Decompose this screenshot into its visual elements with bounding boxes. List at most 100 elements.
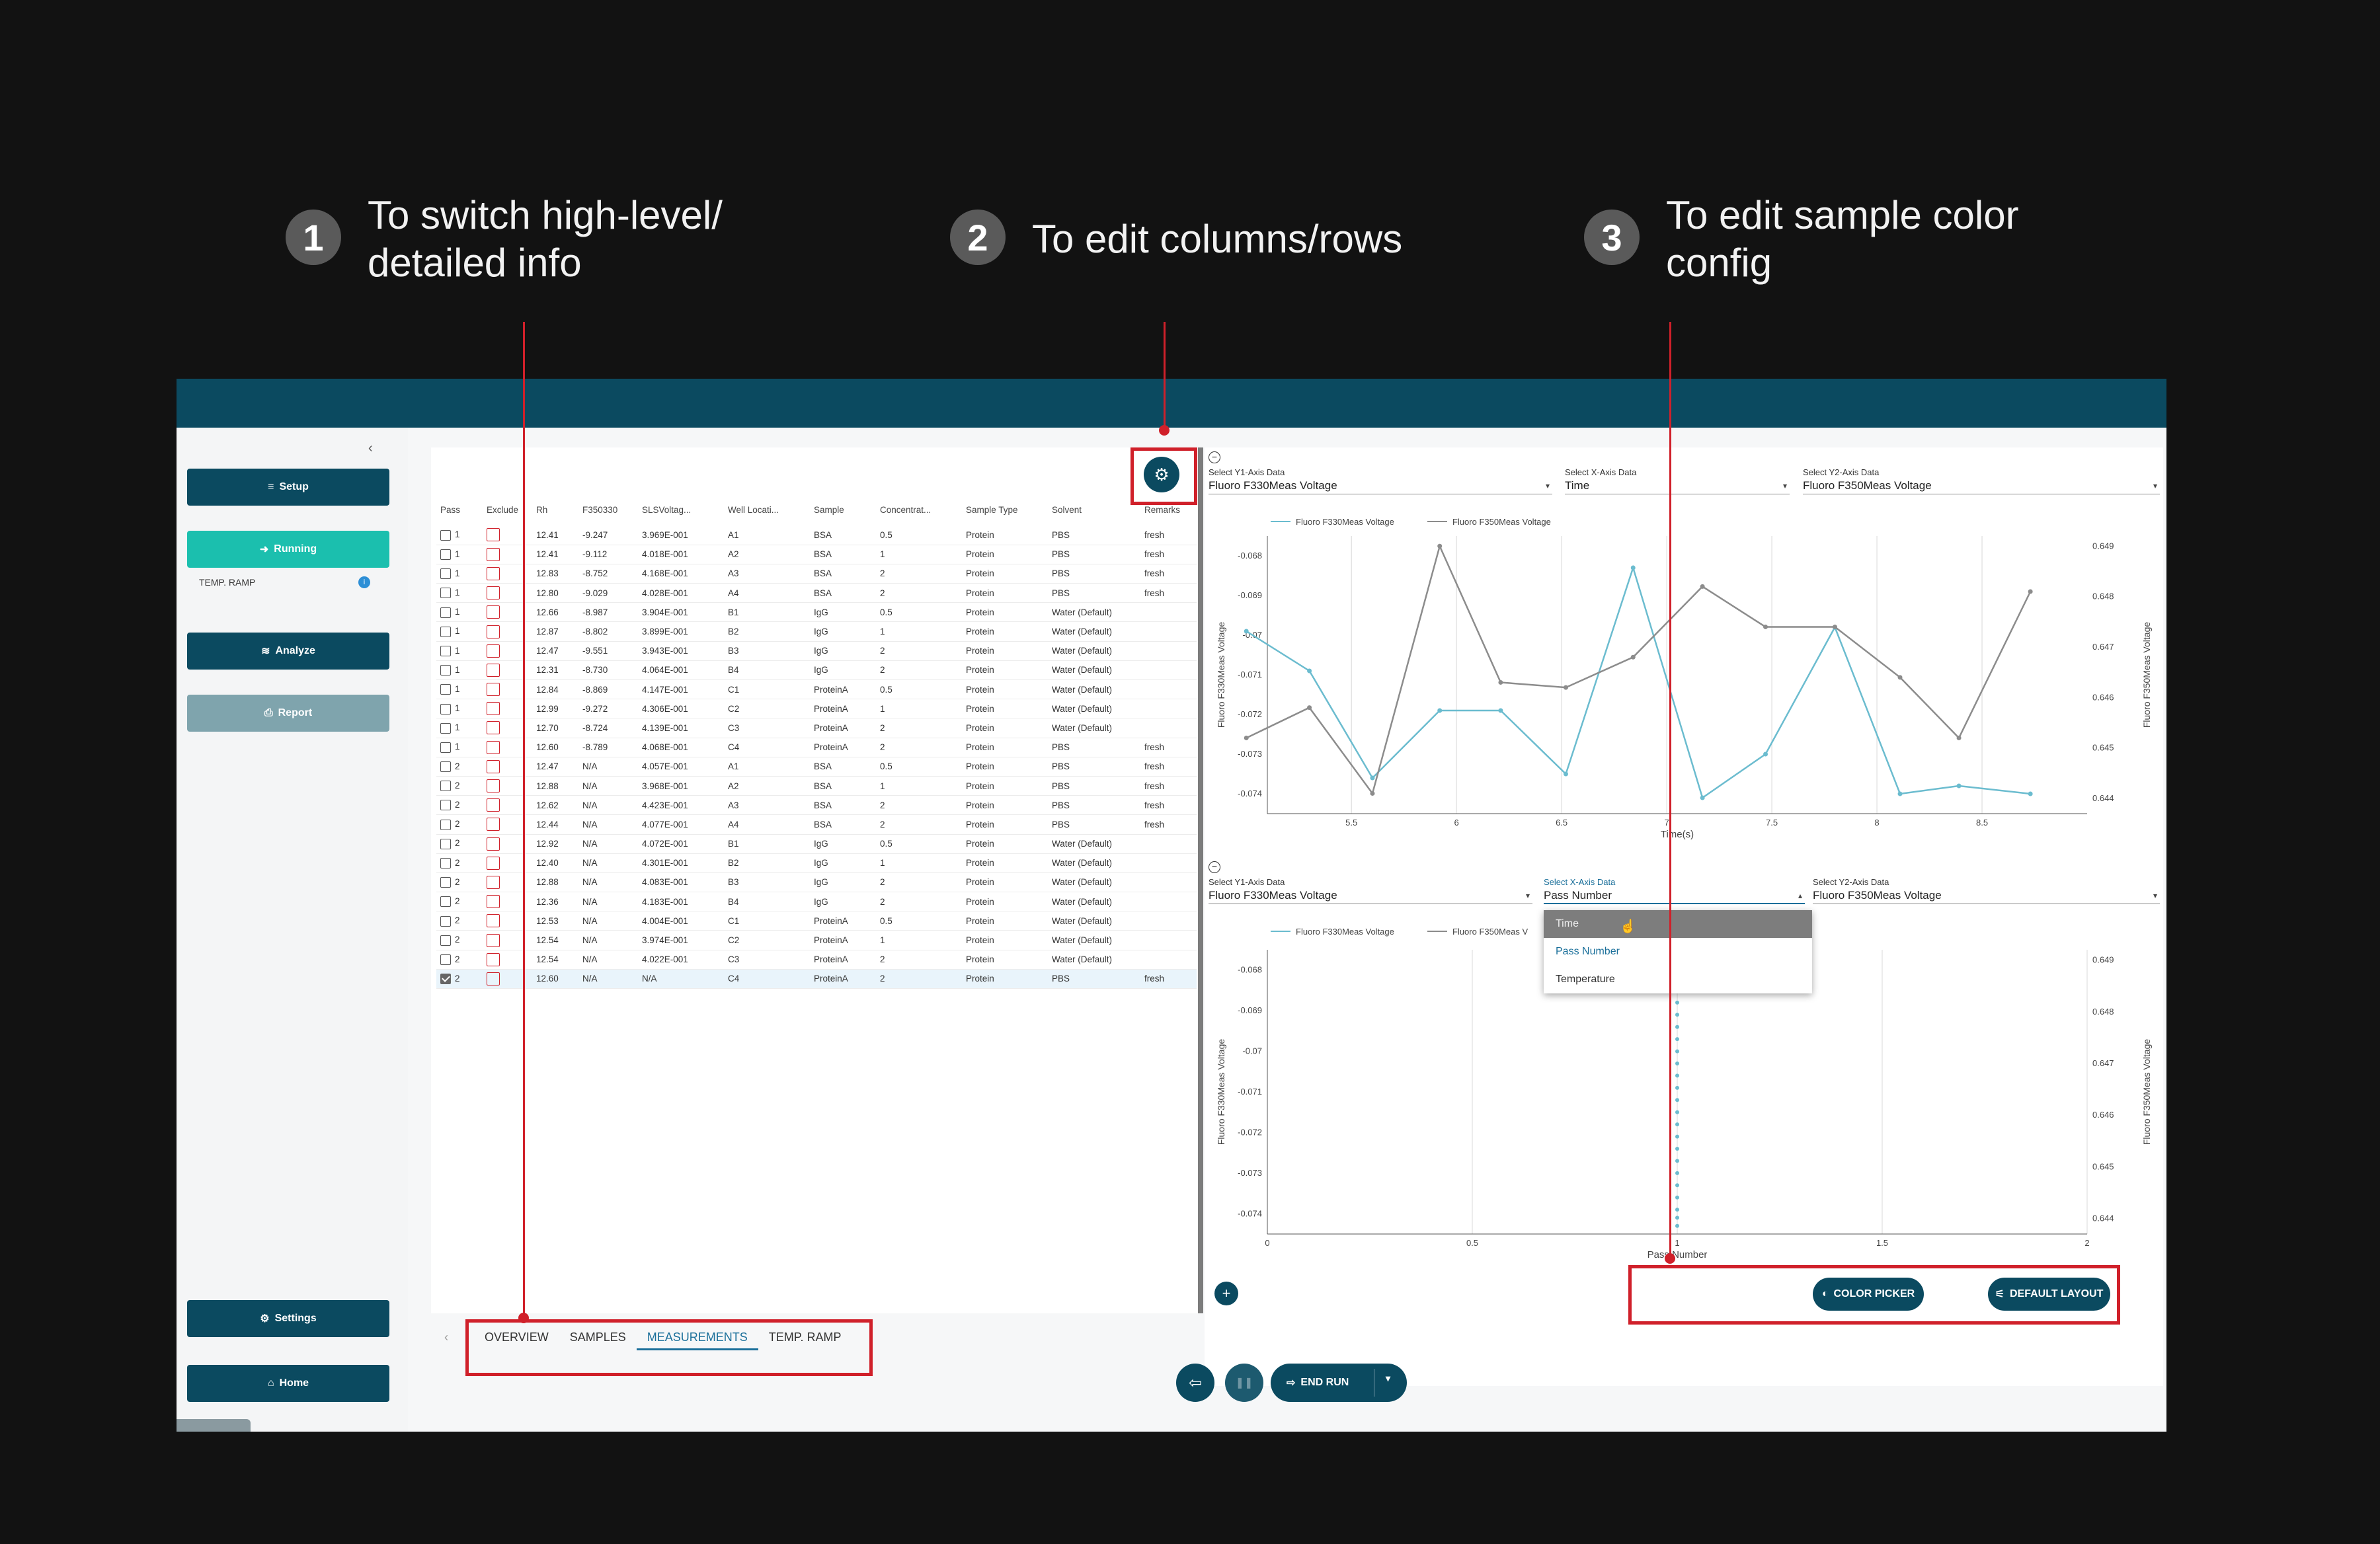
exclude-checkbox[interactable] [487,779,500,793]
row-checkbox[interactable] [440,645,451,656]
row-checkbox[interactable] [440,800,451,811]
chart1-y2-select[interactable]: Select Y2-Axis Data Fluoro F350Meas Volt… [1803,467,2160,494]
exclude-checkbox[interactable] [487,644,500,658]
row-checkbox[interactable] [440,703,451,714]
table-row[interactable]: 2 12.40 N/A 4.301E-001 B2 IgG 1 Protein Water (D… [436,853,1197,873]
row-checkbox[interactable] [440,954,451,965]
exclude-checkbox[interactable] [487,528,500,542]
table-row[interactable]: 2 12.54 N/A 4.022E-001 C3 ProteinA 2 Protein Wat… [436,950,1197,970]
end-run-button[interactable]: ⇨ END RUN ▾ [1271,1364,1407,1402]
column-header[interactable]: F350330 [582,504,618,515]
table-row[interactable]: 2 12.54 N/A 3.974E-001 C2 ProteinA 1 Protein Wat… [436,930,1197,950]
row-checkbox[interactable] [440,819,451,830]
exclude-checkbox[interactable] [487,586,500,600]
back-button[interactable]: ⇦ [1176,1364,1214,1402]
exclude-checkbox[interactable] [487,566,500,580]
row-checkbox[interactable] [440,665,451,676]
analyze-button[interactable]: ≋ Analyze [187,633,389,670]
column-header[interactable]: Rh [536,504,548,515]
row-checkbox[interactable] [440,858,451,868]
exclude-checkbox[interactable] [487,952,500,966]
chart1-y1-select[interactable]: Select Y1-Axis Data Fluoro F330Meas Volt… [1209,467,1552,494]
sidebar-item-temp-ramp[interactable]: TEMP. RAMP [199,577,255,588]
table-row[interactable]: 1 12.41 -9.112 4.018E-001 A2 BSA 1 Protein PBS fr… [436,545,1197,564]
exclude-checkbox[interactable] [487,972,500,985]
default-layout-button[interactable]: ⚟ DEFAULT LAYOUT [1988,1278,2110,1311]
table-row[interactable]: 2 12.36 N/A 4.183E-001 B4 IgG 2 Protein Water (D… [436,892,1197,912]
row-checkbox[interactable] [440,896,451,907]
collapse-sidebar-icon[interactable]: ‹ [368,441,373,455]
dropdown-option-time[interactable]: Time [1544,910,1812,938]
row-checkbox[interactable] [440,877,451,888]
exclude-checkbox[interactable] [487,933,500,947]
column-header[interactable]: SLSVoltag... [642,504,692,515]
exclude-checkbox[interactable] [487,875,500,889]
column-header[interactable]: Concentrat... [880,504,932,515]
setup-button[interactable]: ≡ Setup [187,469,389,506]
tab-samples[interactable]: SAMPLES [569,1331,626,1344]
exclude-checkbox[interactable] [487,625,500,638]
table-row[interactable]: 1 12.41 -9.247 3.969E-001 A1 BSA 0.5 Protein PBS… [436,525,1197,545]
row-checkbox[interactable] [440,722,451,734]
exclude-checkbox[interactable] [487,721,500,735]
color-picker-button[interactable]: ◐ COLOR PICKER [1813,1278,1924,1311]
chart2-x-select[interactable]: Select X-Axis Data Pass Number ▴ [1544,877,1805,904]
dropdown-option-pass-number[interactable]: Pass Number [1556,946,1620,957]
table-row[interactable]: 1 12.84 -8.869 4.147E-001 C1 ProteinA 0.5 Prote… [436,679,1197,700]
home-button[interactable]: ⌂ Home [187,1365,389,1402]
column-header[interactable]: Remarks [1144,504,1181,515]
row-checkbox[interactable] [440,781,451,792]
table-row[interactable]: 1 12.80 -9.029 4.028E-001 A4 BSA 2 Protein PBS fr… [436,583,1197,603]
exclude-checkbox[interactable] [487,605,500,619]
table-settings-button[interactable]: ⚙ [1144,457,1179,492]
exclude-checkbox[interactable] [487,914,500,928]
table-row[interactable]: 2 12.47 N/A 4.057E-001 A1 BSA 0.5 Protein PBS fre… [436,757,1197,777]
chart2-y2-select[interactable]: Select Y2-Axis Data Fluoro F350Meas Volt… [1813,877,2160,904]
table-row[interactable]: 2 12.60 N/A N/A C4 ProteinA 2 Protein PBS fresh [436,969,1197,989]
row-checkbox[interactable] [440,568,451,580]
tab-measurements[interactable]: MEASUREMENTS [636,1324,758,1350]
chart2-y1-select[interactable]: Select Y1-Axis Data Fluoro F330Meas Volt… [1209,877,1532,904]
tabs-prev-arrow[interactable]: ‹ [444,1331,448,1344]
column-header[interactable]: Exclude [487,504,519,515]
column-header[interactable]: Sample Type [966,504,1018,515]
chart2-collapse-icon[interactable]: − [1209,861,1220,873]
pane-divider[interactable] [1198,447,1203,1313]
exclude-checkbox[interactable] [487,702,500,716]
row-checkbox[interactable] [440,935,451,946]
add-chart-button[interactable]: + [1214,1282,1238,1305]
row-checkbox[interactable] [440,742,451,753]
exclude-checkbox[interactable] [487,837,500,851]
table-row[interactable]: 2 12.88 N/A 4.083E-001 B3 IgG 2 Protein Water (D… [436,872,1197,893]
row-checkbox[interactable] [440,549,451,560]
row-checkbox[interactable] [440,607,451,618]
table-row[interactable]: 1 12.47 -9.551 3.943E-001 B3 IgG 2 Protein Water… [436,641,1197,661]
settings-button[interactable]: ⚙ Settings [187,1300,389,1337]
table-row[interactable]: 2 12.44 N/A 4.077E-001 A4 BSA 2 Protein PBS fresh [436,814,1197,835]
table-row[interactable]: 2 12.88 N/A 3.968E-001 A2 BSA 1 Protein PBS fresh [436,776,1197,796]
exclude-checkbox[interactable] [487,547,500,561]
row-checkbox[interactable] [440,588,451,599]
chart1-x-select[interactable]: Select X-Axis Data Time ▾ [1565,467,1790,494]
report-button[interactable]: ⎙ Report [187,695,389,732]
exclude-checkbox[interactable] [487,683,500,697]
row-checkbox[interactable] [440,838,451,849]
table-row[interactable]: 1 12.31 -8.730 4.064E-001 B4 IgG 2 Protein Water… [436,660,1197,681]
column-header[interactable]: Well Locati... [728,504,779,515]
table-row[interactable]: 1 12.66 -8.987 3.904E-001 B1 IgG 0.5 Protein Wat… [436,602,1197,623]
chevron-down-icon[interactable]: ▾ [1386,1373,1391,1383]
tab-temp-ramp[interactable]: TEMP. RAMP [768,1331,842,1344]
table-row[interactable]: 1 12.99 -9.272 4.306E-001 C2 ProteinA 1 Protein… [436,699,1197,719]
exclude-checkbox[interactable] [487,740,500,754]
exclude-checkbox[interactable] [487,856,500,870]
table-row[interactable]: 1 12.87 -8.802 3.899E-001 B2 IgG 1 Protein Water… [436,621,1197,642]
sidebar-footer-tab[interactable] [177,1419,251,1432]
column-header[interactable]: Pass [440,504,461,515]
row-checkbox[interactable] [440,684,451,695]
running-button[interactable]: ➜ Running [187,531,389,568]
chart1-collapse-icon[interactable]: − [1209,451,1220,463]
column-header[interactable]: Sample [814,504,844,515]
row-checkbox[interactable] [440,761,451,773]
row-checkbox[interactable] [440,974,451,985]
row-checkbox[interactable] [440,529,451,541]
